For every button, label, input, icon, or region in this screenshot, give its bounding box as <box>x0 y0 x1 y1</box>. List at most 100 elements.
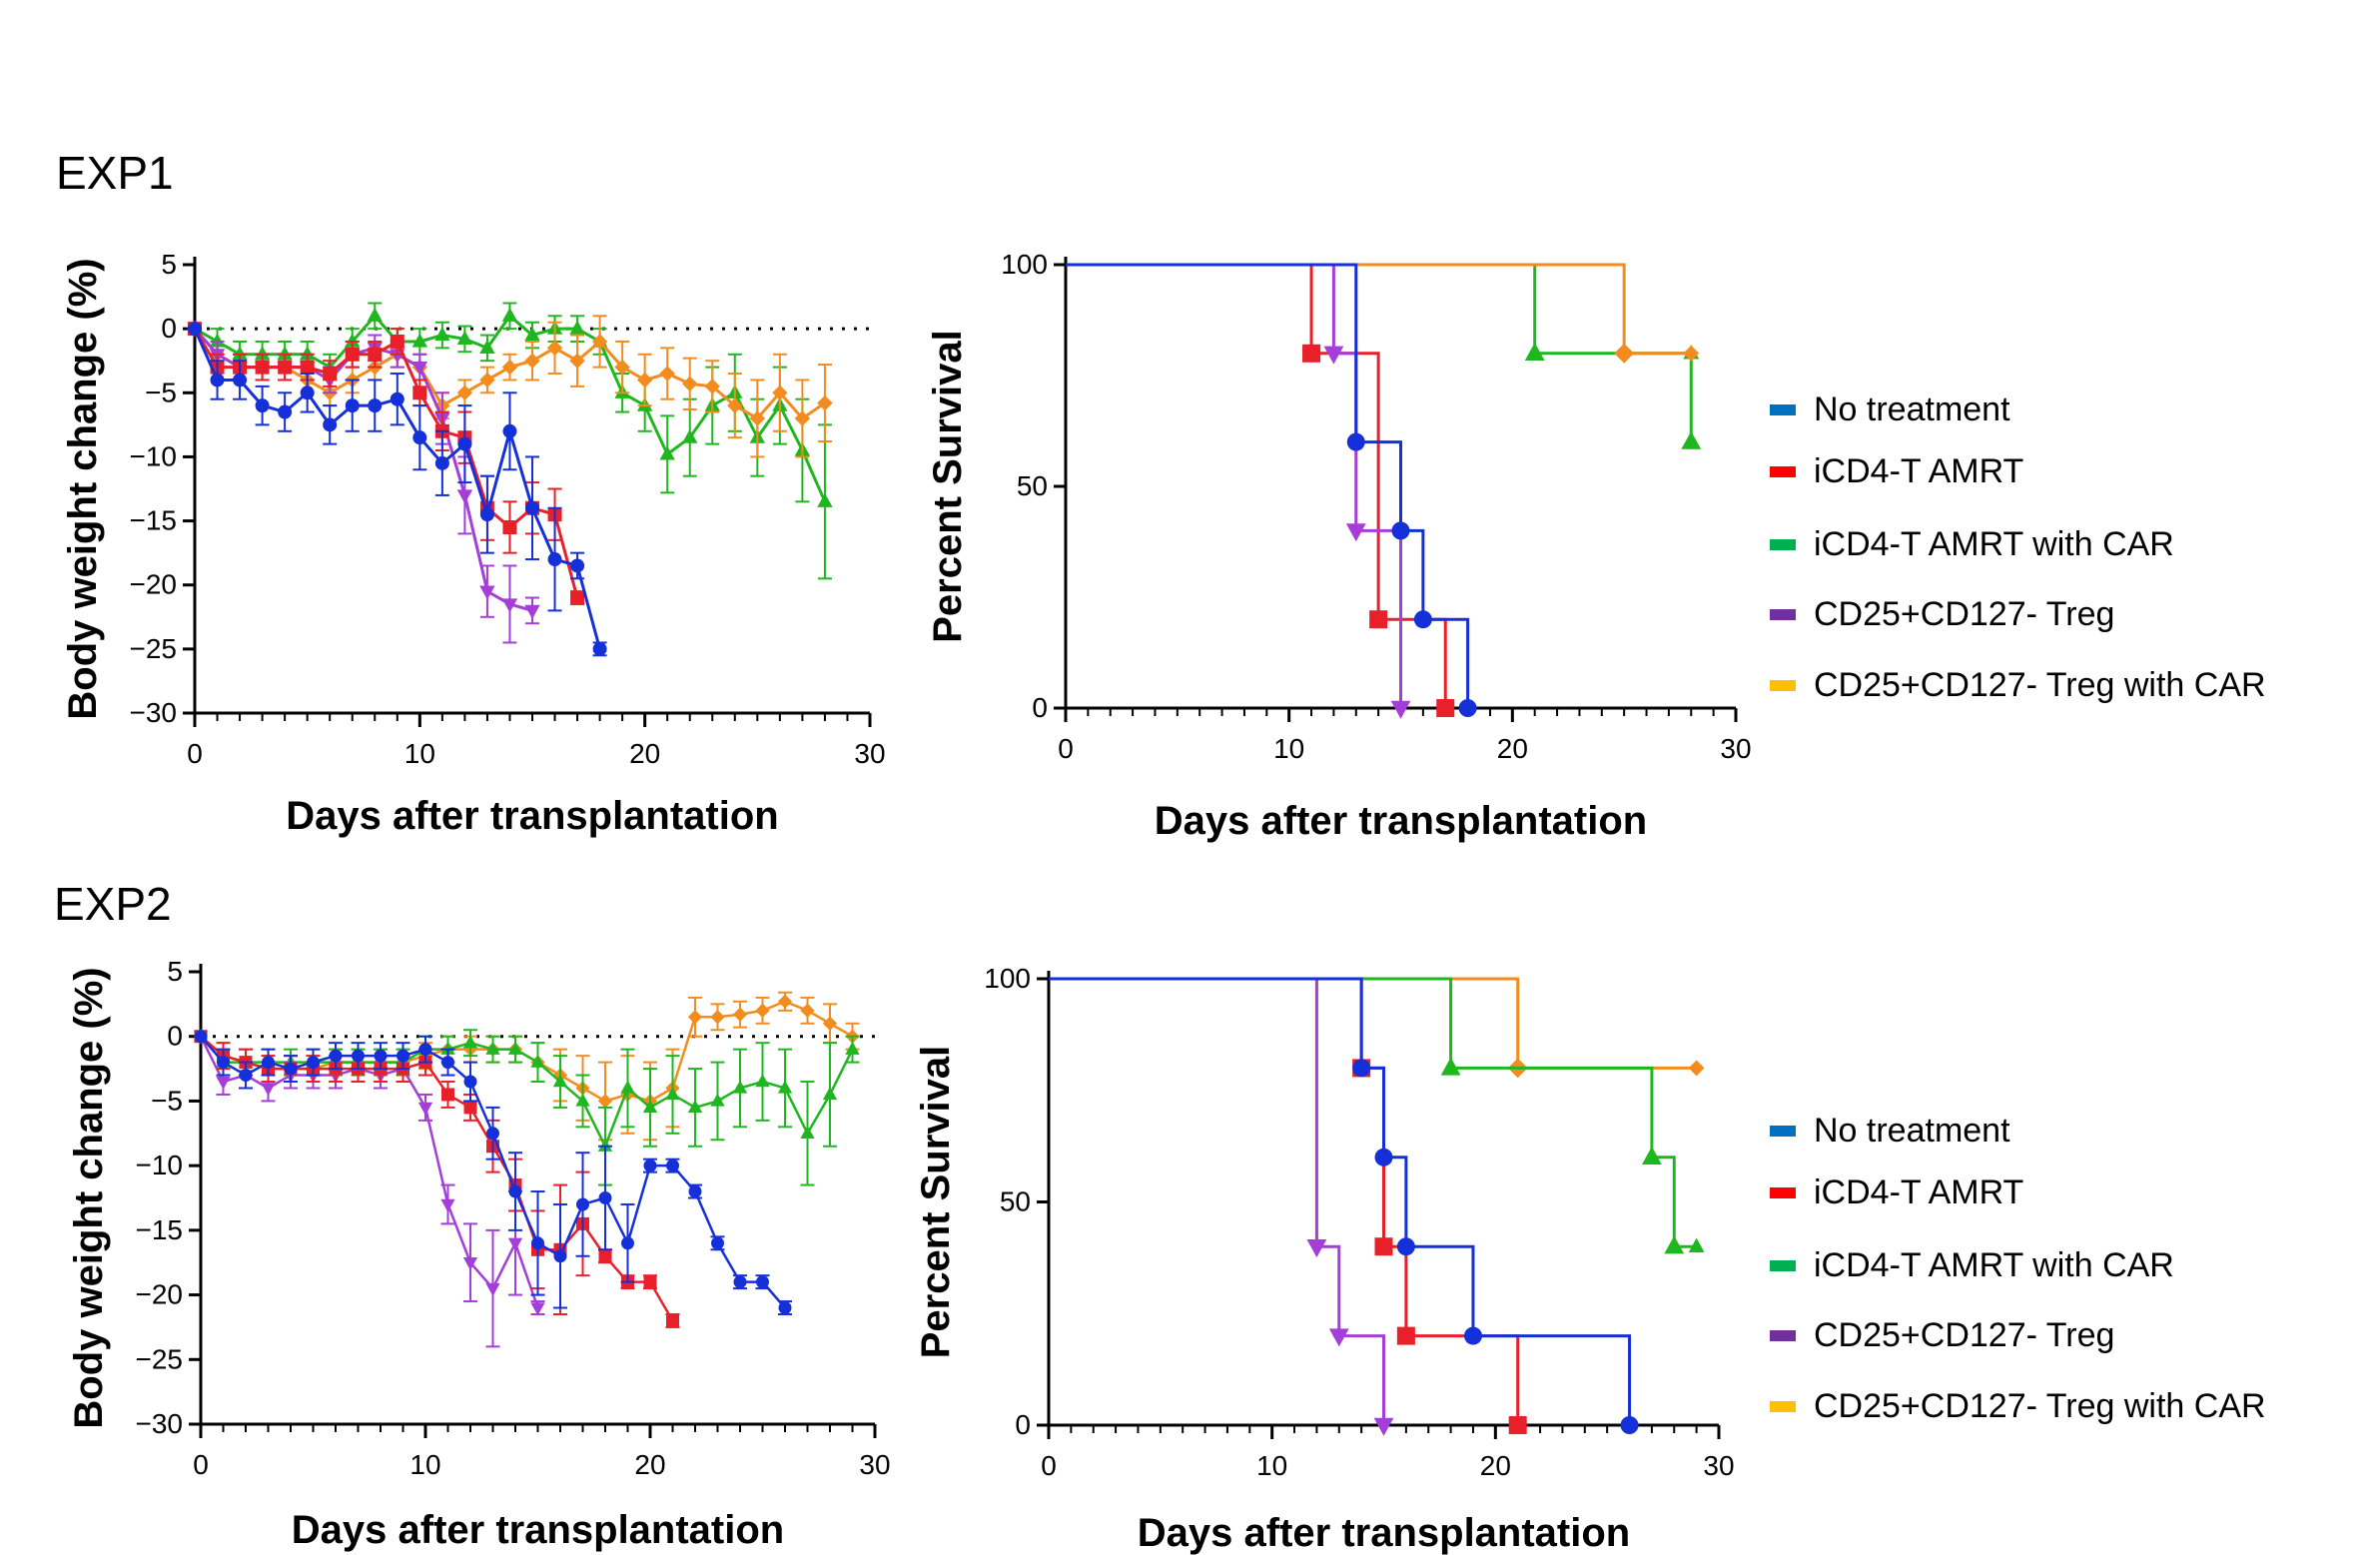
x-axis-title: Days after transplantation <box>1138 1511 1630 1555</box>
data-point <box>418 1043 432 1057</box>
data-point <box>732 1007 748 1022</box>
event-marker <box>1391 521 1410 540</box>
exp1-body-weight-chart: 5 0 −5 −10 −15 −20 −25 −30 0 10 20 30 Days after tra… <box>61 249 886 838</box>
series-line <box>200 1035 854 1148</box>
data-point <box>440 1041 455 1055</box>
event-marker <box>1614 343 1635 364</box>
data-point <box>598 1191 612 1204</box>
data-point <box>727 397 743 413</box>
data-point <box>591 334 608 350</box>
data-point <box>463 1101 477 1115</box>
x-axis-title: Days after transplantation <box>286 794 778 838</box>
data-point <box>665 1087 680 1101</box>
series-icd4-t-amrt-with-car <box>1049 977 1705 1254</box>
data-point <box>570 590 585 605</box>
legend-item-icd4-t-amrt: iCD4-T AMRT <box>1770 1172 2023 1212</box>
data-point <box>524 604 540 619</box>
legend-label: CD25+CD127- Treg with CAR <box>1814 666 2266 704</box>
survival-step-line <box>1049 977 1520 1425</box>
data-point <box>575 1093 590 1107</box>
data-point <box>710 1010 725 1025</box>
censored-marker <box>1683 345 1700 362</box>
exp2-label: EXP2 <box>54 878 172 930</box>
legend-swatch <box>1770 1125 1796 1137</box>
x-tick-label: 30 <box>1720 733 1751 764</box>
data-point <box>485 1282 500 1296</box>
data-point <box>800 1125 815 1139</box>
data-point <box>749 410 766 426</box>
data-point <box>704 379 720 394</box>
event-marker <box>1328 1328 1349 1347</box>
data-point <box>232 346 248 361</box>
exp1-survival-chart: 0 50 100 0 10 20 30 Days after transplantation P… <box>926 249 1752 843</box>
legend-item-icd4-t-amrt-car: iCD4-T AMRT with CAR <box>1770 524 2174 564</box>
series-no-treatment <box>194 1030 792 1315</box>
y-tick-label: −5 <box>151 1085 183 1116</box>
exp2-survival-chart: 0 50 100 0 10 20 30 Days after transplantation P… <box>914 963 1735 1555</box>
x-tick-label: 10 <box>404 738 435 769</box>
exp2-body-weight-chart: 5 0 −5 −10 −15 −20 −25 −30 0 10 20 30 Days after tra… <box>67 956 891 1552</box>
survival-step-line <box>1066 263 1447 708</box>
data-point <box>374 1049 388 1063</box>
data-point <box>755 1003 770 1018</box>
legend-item-icd4-t-amrt: iCD4-T AMRT <box>1770 451 2023 491</box>
data-point <box>666 1159 679 1172</box>
event-marker <box>1346 432 1365 451</box>
data-point <box>597 1138 613 1152</box>
event-marker <box>1369 610 1388 629</box>
data-point <box>412 430 427 445</box>
data-point <box>525 500 539 515</box>
legend-label: iCD4-T AMRT <box>1814 1173 2024 1211</box>
data-point <box>817 394 833 411</box>
event-marker <box>1374 1148 1393 1166</box>
data-point <box>456 331 473 346</box>
data-point <box>329 1049 343 1063</box>
exp1-label: EXP1 <box>56 147 174 199</box>
data-point <box>485 1041 500 1055</box>
x-tick-label: 10 <box>1273 733 1304 764</box>
data-point <box>300 386 315 400</box>
data-point <box>367 307 383 322</box>
data-point <box>507 1237 523 1251</box>
data-point <box>299 346 316 361</box>
data-point <box>412 386 427 400</box>
y-tick-label: −30 <box>136 1408 184 1439</box>
x-tick-label: 20 <box>1480 1450 1511 1481</box>
data-point <box>710 1093 725 1107</box>
series-icd4-t-amrt-with-car <box>1066 263 1702 449</box>
data-point <box>368 398 383 413</box>
data-point <box>524 327 540 342</box>
data-point <box>209 333 226 348</box>
event-marker <box>1413 610 1432 629</box>
y-tick-label: −25 <box>136 1343 184 1374</box>
legend-item-treg: CD25+CD127- Treg <box>1770 1315 2114 1355</box>
data-point <box>345 333 361 348</box>
survival-step-line <box>1066 263 1470 708</box>
data-point <box>345 347 360 362</box>
data-point <box>278 404 293 419</box>
data-point <box>278 360 293 375</box>
data-point <box>659 366 675 382</box>
data-point <box>687 1100 703 1114</box>
legend-label: No treatment <box>1814 1112 2010 1150</box>
y-tick-label: −15 <box>130 505 178 536</box>
data-point <box>323 417 338 432</box>
legend-label: iCD4-T AMRT with CAR <box>1814 525 2174 563</box>
x-tick-label: 0 <box>193 1449 209 1480</box>
data-point <box>277 346 293 361</box>
x-tick-label: 10 <box>1256 1450 1287 1481</box>
data-point <box>642 1100 658 1114</box>
data-point <box>368 347 383 362</box>
legend-item-icd4-t-amrt-car: iCD4-T AMRT with CAR <box>1770 1245 2174 1285</box>
y-tick-label: −15 <box>136 1214 184 1245</box>
y-tick-label: −30 <box>130 697 178 728</box>
data-point <box>552 1074 568 1088</box>
y-tick-label: 0 <box>167 1021 183 1052</box>
data-point <box>666 1313 679 1327</box>
event-marker <box>1436 699 1455 717</box>
data-point <box>546 340 563 357</box>
data-point <box>210 373 225 388</box>
data-point <box>569 320 585 335</box>
y-axis-title: Percent Survival <box>926 330 970 643</box>
data-point <box>592 641 607 656</box>
